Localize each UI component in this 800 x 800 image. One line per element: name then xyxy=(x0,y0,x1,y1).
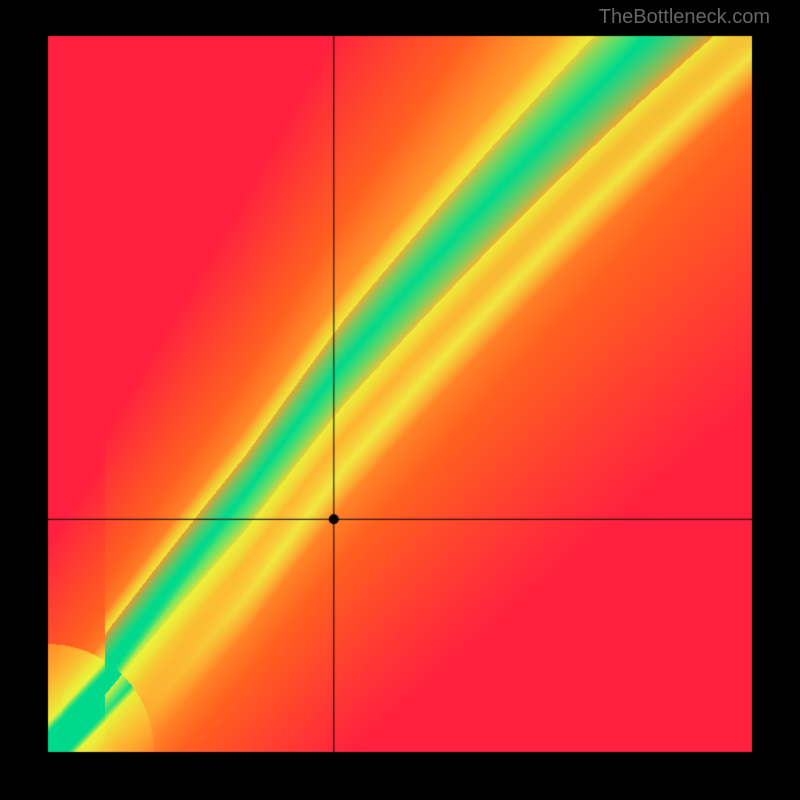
bottleneck-heatmap xyxy=(0,0,800,800)
chart-container: TheBottleneck.com xyxy=(0,0,800,800)
watermark-text: TheBottleneck.com xyxy=(599,6,770,29)
